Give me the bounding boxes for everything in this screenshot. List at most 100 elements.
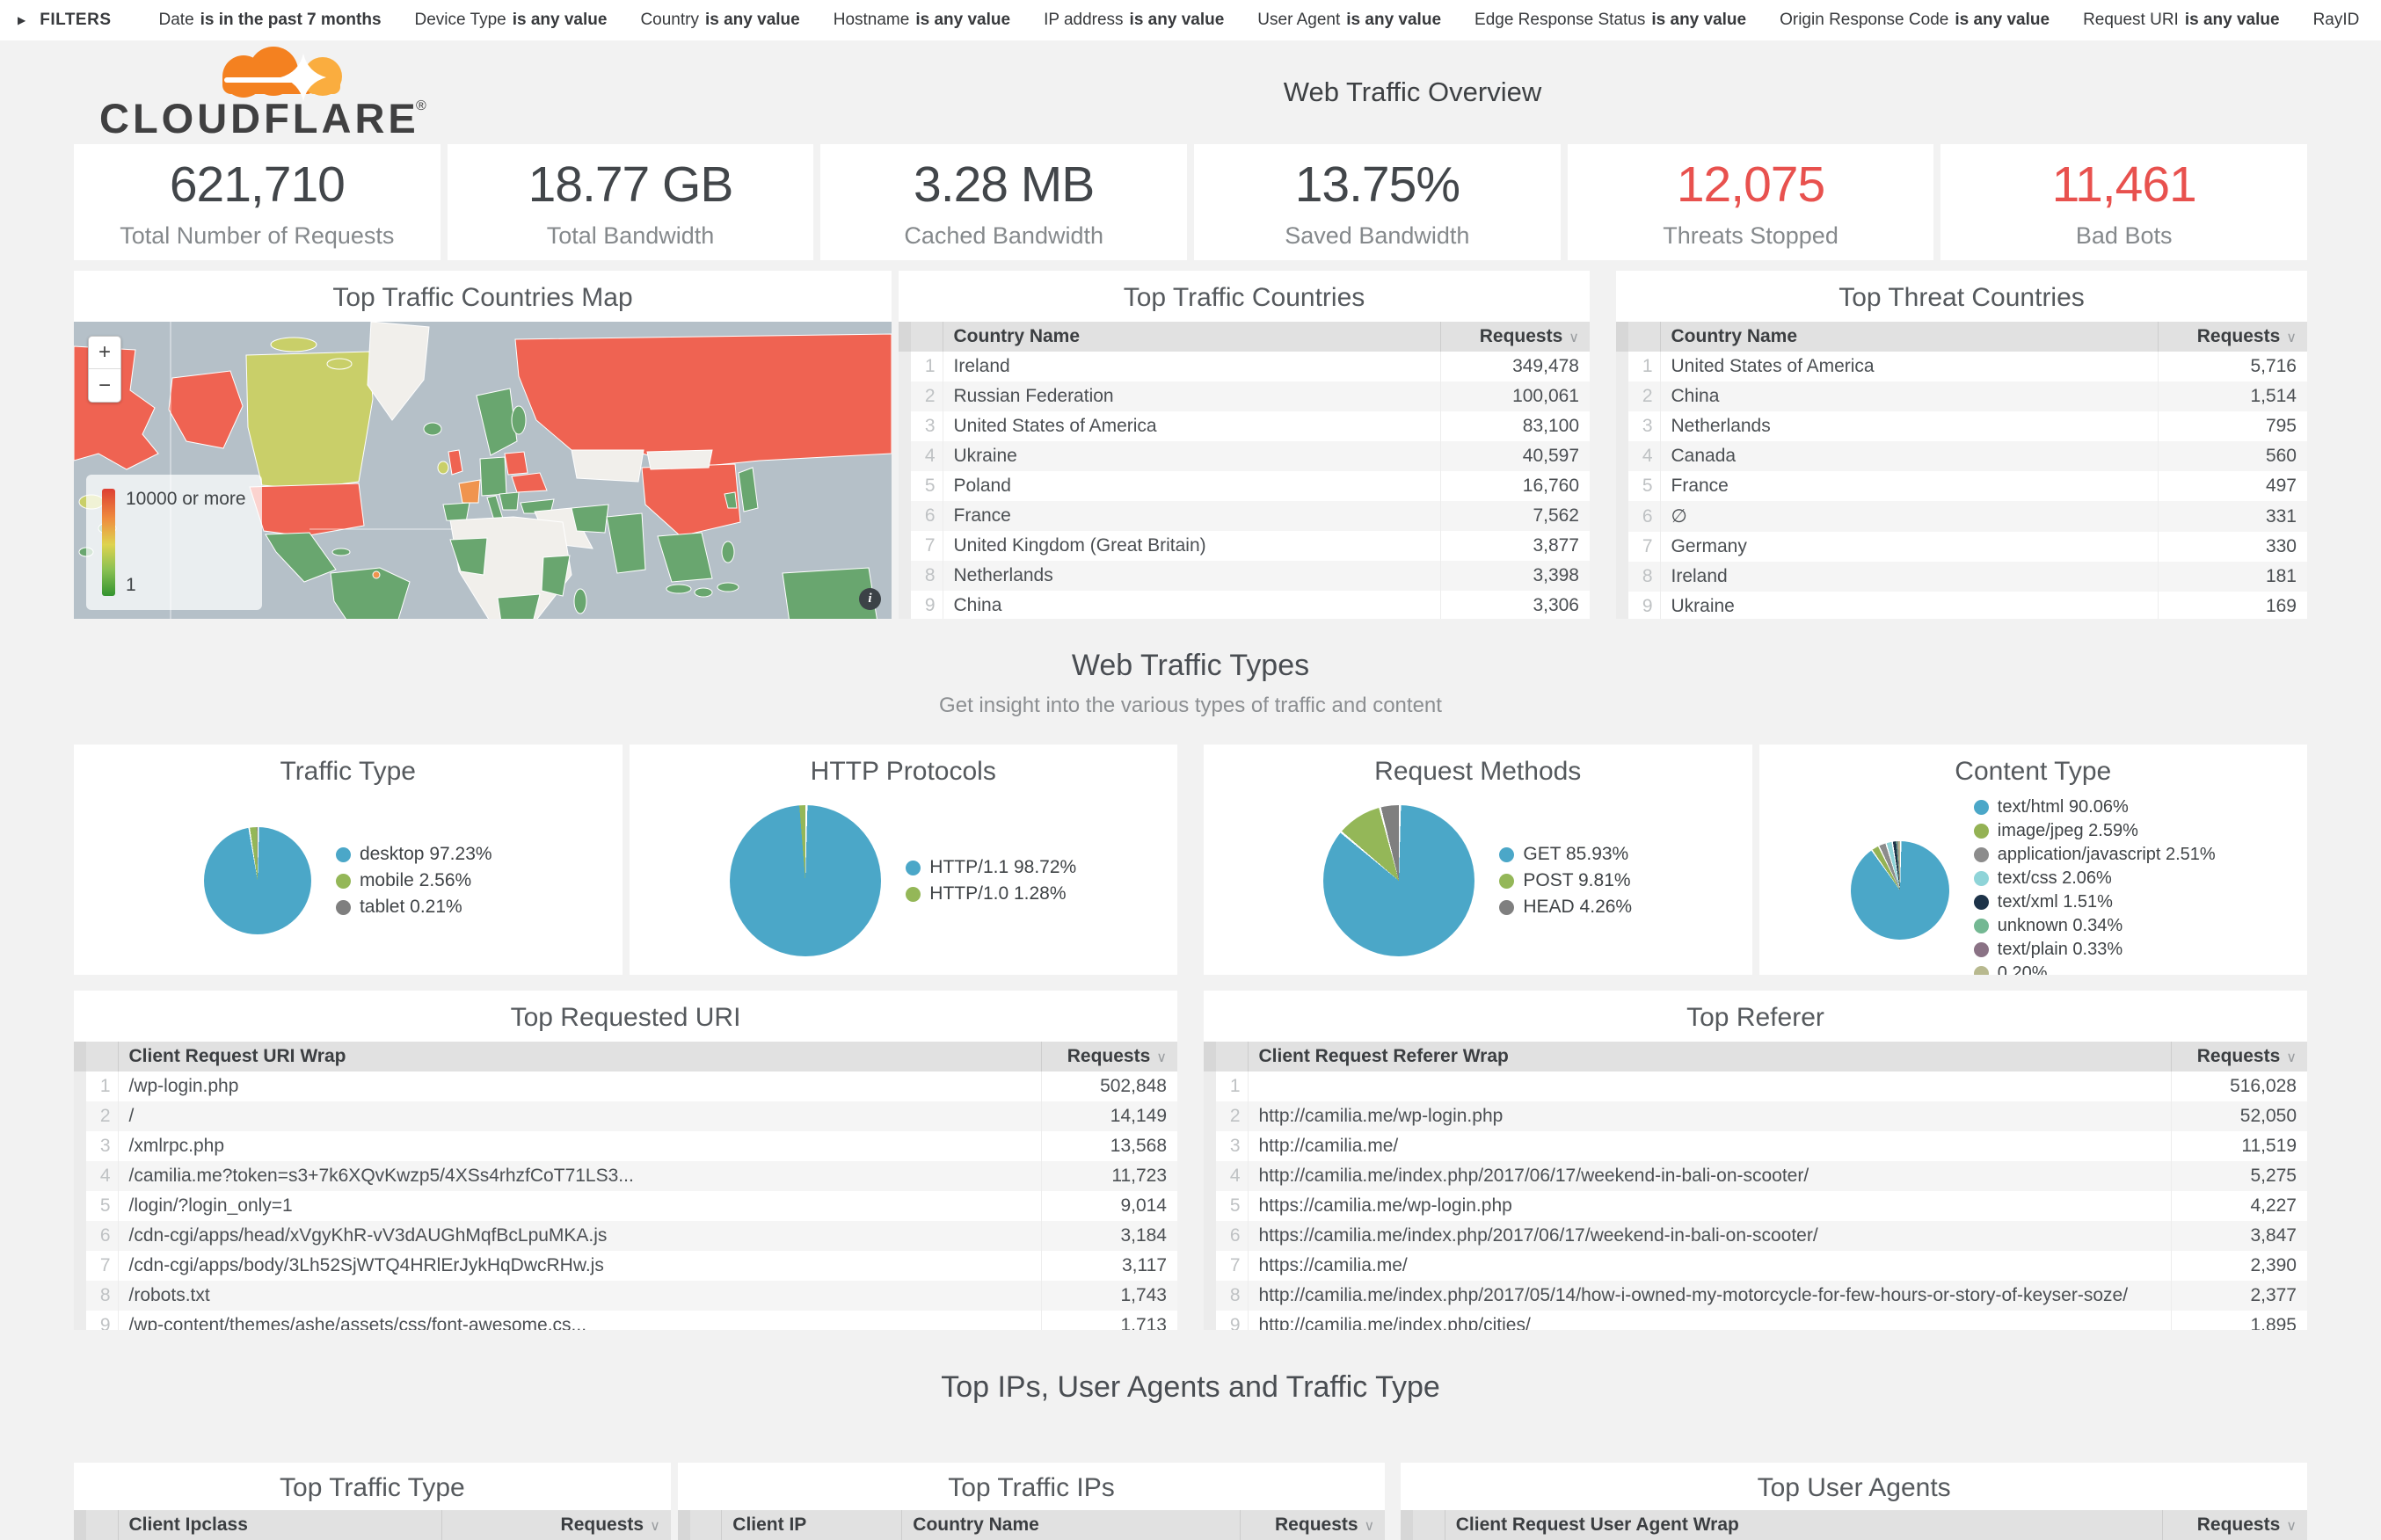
table-cell: http://camilia.me/ xyxy=(1247,1131,2171,1161)
filter-item[interactable]: Hostname is any value xyxy=(833,11,1011,29)
filter-item[interactable]: IP address is any value xyxy=(1044,11,1225,29)
legend-item[interactable]: text/html 90.06% xyxy=(1973,795,2216,819)
filter-item[interactable]: Edge Response Status is any value xyxy=(1474,11,1747,29)
legend-item[interactable]: text/plain 0.33% xyxy=(1973,938,2216,962)
filter-item[interactable]: User Agent is any value xyxy=(1257,11,1442,29)
legend-item[interactable]: HTTP/1.0 1.28% xyxy=(906,881,1076,907)
request-methods-pie-chart[interactable] xyxy=(1323,805,1475,956)
http-protocols-pie-chart[interactable] xyxy=(730,805,882,956)
panel-title: Top Threat Countries xyxy=(1839,283,2085,312)
column-header[interactable]: Requests ∨ xyxy=(2161,1510,2307,1540)
table-row[interactable]: 5 Poland 16,760 xyxy=(899,471,1590,501)
column-header[interactable]: Requests ∨ xyxy=(2157,322,2307,352)
legend-item[interactable]: text/xml 1.51% xyxy=(1973,890,2216,914)
legend-item[interactable]: POST 9.81% xyxy=(1499,868,1632,894)
filter-item[interactable]: Country is any value xyxy=(640,11,800,29)
legend-item[interactable]: image/jpeg 2.59% xyxy=(1973,819,2216,843)
table-row[interactable]: 9 http://camilia.me/index.php/cities/1,89… xyxy=(1204,1311,2307,1330)
column-header[interactable]: Requests ∨ xyxy=(441,1510,671,1540)
table-row[interactable]: 1 Ireland 349,478 xyxy=(899,352,1590,381)
column-header[interactable]: Client Request User Agent Wrap xyxy=(1444,1510,2162,1540)
table-row[interactable]: 3 Netherlands 795 xyxy=(1616,411,2307,441)
column-header[interactable]: Requests ∨ xyxy=(2170,1042,2307,1071)
filters-label[interactable]: FILTERS xyxy=(40,11,112,29)
column-header[interactable]: Country Name xyxy=(1659,322,2158,352)
column-header[interactable]: Country Name xyxy=(901,1510,1241,1540)
table-row[interactable]: 4 http://camilia.me/index.php/2017/06/17/… xyxy=(1204,1161,2307,1191)
table-row[interactable]: 2 China 1,514 xyxy=(1616,381,2307,411)
filter-item[interactable]: Request URI is any value xyxy=(2083,11,2280,29)
table-row[interactable]: 1 United States of America 5,716 xyxy=(1616,352,2307,381)
table-row[interactable]: 8 http://camilia.me/index.php/2017/05/14/… xyxy=(1204,1281,2307,1311)
table-row[interactable]: 9 Ukraine 169 xyxy=(1616,592,2307,619)
filter-item[interactable]: Date is in the past 7 months xyxy=(158,11,382,29)
table-cell: Ukraine xyxy=(1659,592,2158,619)
panel-title: HTTP Protocols xyxy=(810,757,996,786)
column-header[interactable]: Requests ∨ xyxy=(1439,322,1590,352)
filter-bar[interactable]: ▶ FILTERS Date is in the past 7 months Dev… xyxy=(0,0,2381,40)
traffic-type-pie-chart[interactable] xyxy=(203,827,311,934)
table-row[interactable]: 5 France 497 xyxy=(1616,471,2307,501)
table-row[interactable]: 6/cdn-cgi/apps/head/xVgyKhR-vV3dAUGhMqfB… xyxy=(74,1221,1177,1251)
legend-color-dot xyxy=(1973,942,1989,957)
table-row[interactable]: 9/wp-content/themes/ashe/assets/css/font… xyxy=(74,1311,1177,1330)
column-header[interactable]: Requests ∨ xyxy=(1040,1042,1177,1071)
table-row[interactable]: 7 Germany 330 xyxy=(1616,532,2307,562)
table-row[interactable]: 5/login/?login_only=1 9,014 xyxy=(74,1191,1177,1221)
column-header[interactable]: Client Request URI Wrap xyxy=(117,1042,1041,1071)
table-row[interactable]: 2 Russian Federation 100,061 xyxy=(899,381,1590,411)
column-header[interactable]: Client IP xyxy=(721,1510,902,1540)
legend-item[interactable]: desktop 97.23% xyxy=(335,841,492,868)
filter-item[interactable]: RayIDis any value xyxy=(2312,11,2360,29)
filter-item[interactable]: Device Type is any value xyxy=(414,11,608,29)
expand-filters-icon[interactable]: ▶ xyxy=(18,14,26,26)
legend-item[interactable]: 0.20% xyxy=(1973,962,2216,975)
panel-title: Content Type xyxy=(1955,757,2112,786)
legend-item[interactable]: HEAD 4.26% xyxy=(1499,894,1632,920)
table-cell xyxy=(1247,1071,2171,1101)
svg-text:CLOUDFLARE: CLOUDFLARE xyxy=(99,95,419,142)
legend-item[interactable]: text/css 2.06% xyxy=(1973,867,2216,890)
legend-item[interactable]: application/javascript 2.51% xyxy=(1973,843,2216,867)
table-row[interactable]: 2/14,149 xyxy=(74,1101,1177,1131)
legend-item[interactable]: HTTP/1.1 98.72% xyxy=(906,854,1076,881)
table-cell: Ukraine xyxy=(942,441,1440,471)
table-row[interactable]: 4 Canada 560 xyxy=(1616,441,2307,471)
table-row[interactable]: 2 http://camilia.me/wp-login.php 52,050 xyxy=(1204,1101,2307,1131)
column-header[interactable]: Country Name xyxy=(942,322,1440,352)
zoom-out-button[interactable]: − xyxy=(89,369,120,402)
column-header[interactable]: Requests ∨ xyxy=(1239,1510,1386,1540)
table-row[interactable]: 7 https://camilia.me/2,390 xyxy=(1204,1251,2307,1281)
table-row[interactable]: 3 http://camilia.me/11,519 xyxy=(1204,1131,2307,1161)
table-row[interactable]: 3 United States of America 83,100 xyxy=(899,411,1590,441)
content-type-legend: text/html 90.06% image/jpeg 2.59% applicat… xyxy=(1973,795,2216,975)
table-row[interactable]: 4 Ukraine 40,597 xyxy=(899,441,1590,471)
table-row[interactable]: 6 ∅ 331 xyxy=(1616,501,2307,532)
table-row[interactable]: 1 516,028 xyxy=(1204,1071,2307,1101)
table-row[interactable]: 7 United Kingdom (Great Britain) 3,877 xyxy=(899,531,1590,561)
world-map[interactable]: + − 10000 or more 1 i xyxy=(74,322,892,619)
legend-item[interactable]: GET 85.93% xyxy=(1499,841,1632,868)
map-info-icon[interactable]: i xyxy=(859,588,881,610)
legend-item[interactable]: tablet 0.21% xyxy=(335,894,492,920)
legend-color-dot xyxy=(1499,873,1515,889)
zoom-in-button[interactable]: + xyxy=(89,337,120,369)
table-row[interactable]: 9 China 3,306 xyxy=(899,591,1590,619)
table-row[interactable]: 5 https://camilia.me/wp-login.php 4,227 xyxy=(1204,1191,2307,1221)
table-row[interactable]: 1/wp-login.php 502,848 xyxy=(74,1071,1177,1101)
table-row[interactable]: 8 Netherlands 3,398 xyxy=(899,561,1590,591)
table-row[interactable]: 4/camilia.me?token=s3+7k6XQvKwzp5/4XSs4r… xyxy=(74,1161,1177,1191)
table-row[interactable]: 8 Ireland 181 xyxy=(1616,562,2307,592)
table-row[interactable]: 6 France 7,562 xyxy=(899,501,1590,531)
table-row[interactable]: 3/xmlrpc.php 13,568 xyxy=(74,1131,1177,1161)
table-row[interactable]: 7/cdn-cgi/apps/body/3Lh52SjWTQ4HRlErJykH… xyxy=(74,1251,1177,1281)
legend-min-label: 1 xyxy=(126,575,136,595)
filter-item[interactable]: Origin Response Code is any value xyxy=(1780,11,2050,29)
content-type-pie-chart[interactable] xyxy=(1850,841,1949,940)
column-header[interactable]: Client Request Referer Wrap xyxy=(1247,1042,2171,1071)
table-row[interactable]: 8/robots.txt 1,743 xyxy=(74,1281,1177,1311)
column-header[interactable]: Client Ipclass xyxy=(117,1510,442,1540)
table-row[interactable]: 6 https://camilia.me/index.php/2017/06/17… xyxy=(1204,1221,2307,1251)
legend-item[interactable]: mobile 2.56% xyxy=(335,868,492,894)
legend-item[interactable]: unknown 0.34% xyxy=(1973,914,2216,938)
